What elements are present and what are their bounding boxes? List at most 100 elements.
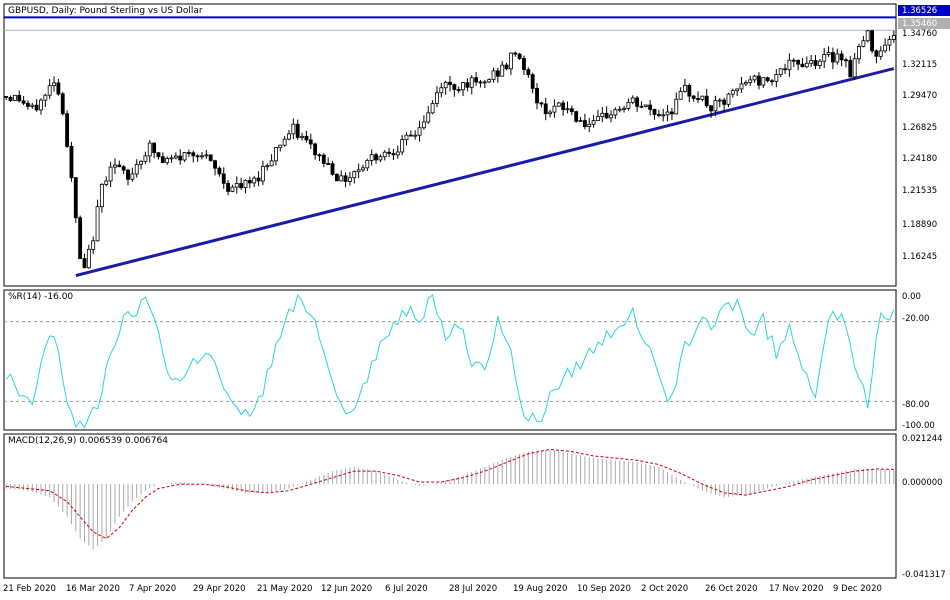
wpr-tick-label: -20.00	[902, 314, 929, 324]
candle-body	[313, 143, 318, 156]
candle-body	[287, 133, 291, 140]
candle-body	[783, 68, 787, 71]
candle-body	[630, 97, 635, 103]
candle-body	[770, 80, 774, 83]
wpr-pane-title: %R(14) -16.00	[8, 292, 73, 302]
candle-body	[17, 94, 22, 102]
candle-body	[69, 145, 74, 179]
price-tick-label: 1.29470	[902, 91, 937, 101]
macd-tick-label: -0.041317	[902, 570, 946, 580]
candle-body	[421, 121, 426, 129]
candle-body	[300, 135, 304, 138]
candle-body	[522, 58, 526, 71]
candle-body	[26, 102, 30, 107]
candle-body	[587, 123, 592, 128]
x-tick-label: 26 Oct 2020	[705, 584, 758, 594]
candle-body	[126, 169, 130, 180]
candle-body	[252, 177, 257, 184]
candle-body	[226, 182, 231, 192]
candle-body	[21, 100, 26, 104]
candle-body	[622, 108, 626, 110]
price-tick-label: 1.26825	[902, 123, 937, 133]
candle-body	[543, 103, 548, 115]
candle-body	[665, 111, 670, 116]
candle-body	[352, 171, 357, 179]
candle-body	[465, 82, 470, 88]
candle-body	[609, 114, 613, 119]
candle-body	[669, 111, 674, 115]
candle-body	[552, 105, 557, 113]
candle-body	[717, 99, 722, 102]
candle-body	[291, 123, 296, 135]
candle-body	[887, 39, 892, 46]
candle-body	[691, 95, 696, 99]
candle-body	[761, 77, 766, 86]
candle-body	[178, 155, 183, 161]
macd-signal-line	[6, 448, 894, 540]
candle-body	[52, 82, 56, 87]
candle-body	[452, 84, 457, 90]
candle-body	[778, 68, 783, 75]
candle-body	[278, 144, 283, 149]
candle-body	[743, 82, 748, 85]
candle-body	[648, 104, 653, 110]
candle-body	[835, 53, 840, 63]
candle-body	[247, 179, 252, 184]
x-tick-label: 21 Feb 2020	[3, 584, 56, 594]
candle-body	[604, 112, 609, 119]
candle-body	[556, 102, 561, 107]
candle-body	[874, 50, 879, 57]
candle-body	[687, 84, 692, 97]
price-pane-title: GBPUSD, Daily: Pound Sterling vs US Doll…	[8, 6, 203, 16]
candle-body	[456, 89, 461, 91]
candle-body	[578, 120, 583, 122]
candle-body	[221, 173, 226, 184]
candle-body	[678, 91, 683, 100]
candle-body	[626, 101, 631, 109]
x-tick-label: 9 Dec 2020	[833, 584, 882, 594]
candle-body	[361, 167, 365, 171]
candle-body	[130, 173, 135, 180]
candle-body	[204, 154, 209, 157]
candle-body	[600, 112, 605, 118]
candle-body	[839, 53, 844, 61]
candle-body	[47, 85, 52, 96]
candle-body	[187, 152, 191, 154]
candle-body	[195, 155, 200, 158]
candle-body	[826, 52, 831, 55]
x-tick-label: 6 Jul 2020	[385, 584, 428, 594]
price-tick-label: 1.16245	[902, 252, 937, 262]
candle-body	[230, 186, 235, 192]
candle-body	[326, 163, 331, 165]
candle-body	[830, 52, 835, 63]
candle-body	[478, 81, 483, 84]
candle-body	[730, 90, 735, 95]
wpr-line	[5, 293, 895, 429]
macd-tick-label: 0.000000	[902, 478, 943, 488]
candle-body	[474, 77, 479, 83]
uptrend-line	[75, 67, 895, 277]
candle-body	[356, 169, 361, 173]
candle-body	[635, 97, 640, 107]
candle-body	[713, 100, 718, 112]
candle-body	[861, 40, 866, 47]
candle-body	[844, 59, 848, 62]
candle-body	[804, 62, 809, 68]
candle-body	[430, 103, 435, 114]
candle-body	[139, 160, 143, 165]
candle-body	[200, 155, 204, 158]
x-tick-label: 28 Jul 2020	[449, 584, 497, 594]
candle-body	[265, 165, 270, 168]
candle-body	[482, 81, 487, 84]
candle-body	[439, 87, 444, 94]
candle-body	[104, 180, 109, 185]
candle-body	[857, 45, 861, 60]
candle-body	[461, 82, 465, 91]
candle-body	[208, 154, 213, 162]
candle-body	[156, 152, 161, 158]
price-tick-label: 1.34760	[902, 29, 937, 39]
candle-body	[639, 105, 644, 108]
candle-body	[295, 123, 300, 138]
